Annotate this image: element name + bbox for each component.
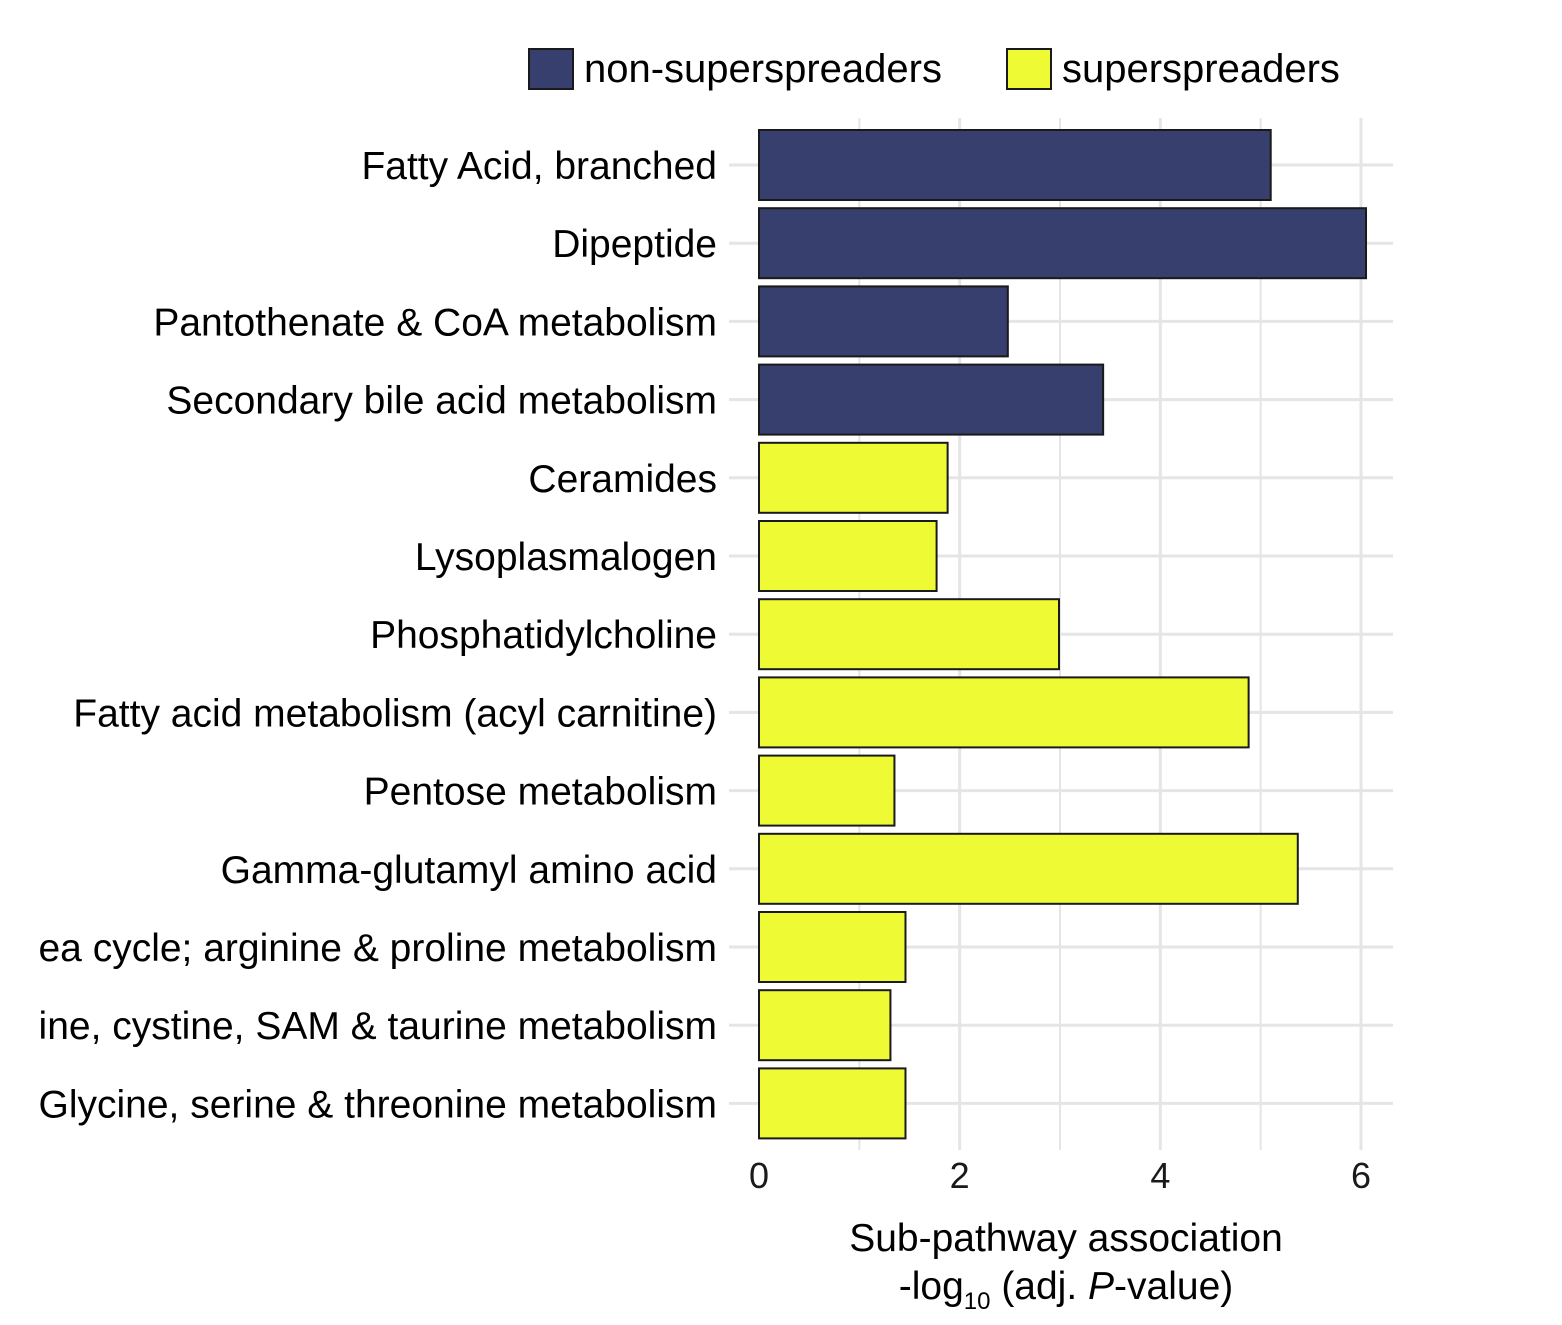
bars bbox=[758, 129, 1368, 1140]
legend-item-non-superspreaders: non-superspreaders bbox=[528, 46, 942, 92]
category-label-10: ea cycle; arginine & proline metabolism bbox=[38, 927, 717, 970]
x-tick-label-0: 0 bbox=[749, 1155, 769, 1196]
bar-4 bbox=[758, 441, 949, 514]
category-label-8: Pentose metabolism bbox=[364, 771, 717, 814]
bar-9 bbox=[758, 832, 1299, 905]
x-axis-title-italic: P bbox=[1088, 1265, 1115, 1308]
category-label-3: Secondary bile acid metabolism bbox=[166, 380, 717, 423]
legend-swatch-non-superspreaders bbox=[528, 48, 574, 90]
bar-2 bbox=[758, 285, 1009, 358]
category-label-1: Dipeptide bbox=[552, 223, 717, 266]
bar-6 bbox=[758, 598, 1060, 671]
bar-3 bbox=[758, 363, 1105, 436]
x-axis-title-suffix: -value) bbox=[1114, 1265, 1234, 1308]
bar-10 bbox=[758, 911, 907, 983]
category-label-6: Phosphatidylcholine bbox=[370, 614, 717, 657]
x-axis-title-mid: (adj. bbox=[990, 1265, 1089, 1308]
legend-label-superspreaders: superspreaders bbox=[1062, 47, 1340, 91]
legend-label-non-superspreaders: non-superspreaders bbox=[584, 47, 942, 91]
legend-swatch-superspreaders bbox=[1006, 48, 1052, 90]
bar-11 bbox=[758, 989, 892, 1062]
x-tick-labels: 0 2 4 6 bbox=[749, 1155, 1371, 1196]
category-labels: Fatty Acid, branched Dipeptide Pantothenat… bbox=[38, 145, 717, 1126]
x-tick-label-2: 4 bbox=[1150, 1155, 1170, 1196]
bar-7 bbox=[758, 676, 1250, 749]
x-tick-label-3: 6 bbox=[1351, 1155, 1371, 1196]
bar-1 bbox=[758, 207, 1368, 280]
category-label-2: Pantothenate & CoA metabolism bbox=[153, 301, 717, 344]
legend: non-superspreaders superspreaders bbox=[528, 46, 1340, 92]
legend-item-superspreaders: superspreaders bbox=[1006, 46, 1340, 92]
x-axis-title-line2: -log10 (adj. P-value) bbox=[760, 1264, 1372, 1325]
x-axis-title-subscript: 10 bbox=[963, 1288, 991, 1315]
bar-8 bbox=[758, 754, 896, 827]
x-axis-title-line1: Sub-pathway association bbox=[760, 1216, 1372, 1262]
category-label-7: Fatty acid metabolism (acyl carnitine) bbox=[73, 692, 717, 735]
category-label-0: Fatty Acid, branched bbox=[361, 145, 717, 188]
category-label-9: Gamma-glutamyl amino acid bbox=[221, 849, 717, 892]
x-axis-title-prefix: -log bbox=[898, 1265, 964, 1308]
x-tick-label-1: 2 bbox=[950, 1155, 970, 1196]
x-axis-title-text: Sub-pathway association bbox=[849, 1217, 1283, 1260]
category-label-4: Ceramides bbox=[528, 458, 717, 501]
category-label-11: ine, cystine, SAM & taurine metabolism bbox=[39, 1005, 717, 1048]
bar-0 bbox=[758, 129, 1272, 201]
category-label-5: Lysoplasmalogen bbox=[415, 536, 717, 579]
category-label-12: Glycine, serine & threonine metabolism bbox=[39, 1083, 717, 1126]
bar-12 bbox=[758, 1067, 907, 1140]
bar-5 bbox=[758, 520, 938, 592]
